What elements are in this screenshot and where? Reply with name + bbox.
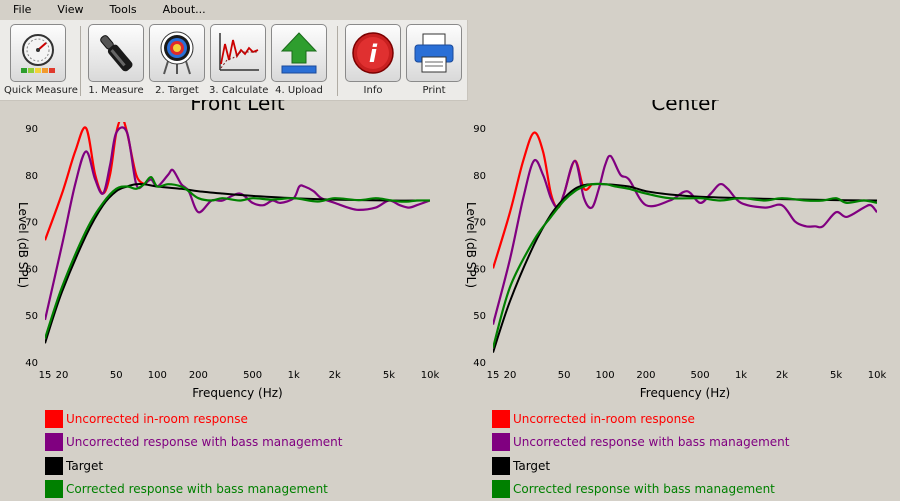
x-tick-label: 1k [735, 370, 747, 381]
menu-bar: File View Tools About... [0, 0, 900, 20]
y-tick-label: 50 [473, 311, 486, 322]
calculate-button[interactable]: 3. Calculate [209, 24, 267, 100]
info-label: Info [344, 85, 402, 96]
y-axis-label: Level (dB SPL) [464, 202, 478, 288]
menu-view[interactable]: View [44, 0, 96, 20]
legend-label: Target [513, 459, 550, 473]
legend-label: Target [66, 459, 103, 473]
legend-swatch [45, 457, 63, 475]
info-button[interactable]: i Info [344, 24, 402, 100]
legend-entry: Target [492, 454, 790, 478]
x-tick-label: 10k [421, 370, 440, 381]
x-tick-label: 1k [288, 370, 300, 381]
menu-file[interactable]: File [0, 0, 44, 20]
y-tick-label: 80 [473, 171, 486, 182]
legend-swatch [45, 410, 63, 428]
target-label: 2. Target [148, 85, 206, 96]
menu-about[interactable]: About... [150, 0, 219, 20]
x-tick-label: 5k [830, 370, 842, 381]
x-tick-label: 100 [148, 370, 167, 381]
legend-entry: Corrected response with bass management [45, 478, 343, 501]
x-tick-label: 200 [636, 370, 655, 381]
legend-swatch [492, 457, 510, 475]
x-tick-label: 100 [595, 370, 614, 381]
front-left-legend: Uncorrected in-room response Uncorrected … [45, 407, 343, 501]
legend-swatch [492, 410, 510, 428]
legend-label: Corrected response with bass management [513, 482, 775, 496]
target-icon [149, 24, 205, 82]
x-tick-label: 20 [504, 370, 517, 381]
svg-text:i: i [369, 40, 378, 68]
target-line [493, 184, 877, 353]
x-tick-label: 500 [691, 370, 710, 381]
y-tick-label: 40 [25, 358, 38, 369]
info-icon: i [345, 24, 401, 82]
legend-swatch [492, 433, 510, 451]
quick-measure-button[interactable]: Quick Measure [4, 24, 72, 100]
measure-label: 1. Measure [87, 85, 145, 96]
gauge-icon [10, 24, 66, 82]
printer-icon [406, 24, 462, 82]
toolbar-separator [80, 26, 81, 96]
x-tick-label: 10k [868, 370, 887, 381]
legend-label: Uncorrected in-room response [66, 412, 248, 426]
y-tick-label: 90 [473, 124, 486, 135]
measure-button[interactable]: 1. Measure [87, 24, 145, 100]
x-tick-label: 20 [56, 370, 69, 381]
x-tick-label: 15 [39, 370, 52, 381]
chart-title: Center [651, 100, 719, 115]
x-tick-label: 50 [558, 370, 571, 381]
quick-measure-label: Quick Measure [4, 85, 72, 96]
uncorrected-line [493, 133, 592, 269]
corrected-line [493, 184, 877, 348]
legend-entry: Uncorrected response with bass managemen… [45, 431, 343, 455]
legend-entry: Target [45, 454, 343, 478]
print-button[interactable]: Print [405, 24, 463, 100]
calculate-label: 3. Calculate [209, 85, 267, 96]
corrected-line [45, 177, 430, 339]
print-label: Print [405, 85, 463, 96]
legend-label: Corrected response with bass management [66, 482, 328, 496]
x-tick-label: 50 [110, 370, 123, 381]
x-tick-label: 2k [776, 370, 788, 381]
legend-entry: Corrected response with bass management [492, 478, 790, 501]
y-tick-label: 80 [25, 171, 38, 182]
legend-swatch [45, 433, 63, 451]
center-legend: Uncorrected in-room response Uncorrected … [492, 407, 790, 501]
chart-title: Front Left [190, 100, 285, 115]
y-tick-label: 40 [473, 358, 486, 369]
upload-label: 4. Upload [270, 85, 328, 96]
legend-entry: Uncorrected response with bass managemen… [492, 431, 790, 455]
y-axis-label: Level (dB SPL) [16, 202, 30, 288]
x-tick-label: 15 [487, 370, 500, 381]
legend-swatch [45, 480, 63, 498]
x-axis-label: Frequency (Hz) [640, 386, 731, 400]
x-tick-label: 5k [383, 370, 395, 381]
x-tick-label: 2k [329, 370, 341, 381]
x-axis-label: Frequency (Hz) [192, 386, 283, 400]
legend-swatch [492, 480, 510, 498]
x-tick-label: 200 [189, 370, 208, 381]
upload-arrow-icon [271, 24, 327, 82]
legend-label: Uncorrected response with bass managemen… [66, 435, 343, 449]
toolbar-separator [337, 26, 338, 96]
bass-managed-line [45, 127, 430, 320]
chart-calc-icon [210, 24, 266, 82]
y-tick-label: 50 [25, 311, 38, 322]
legend-label: Uncorrected in-room response [513, 412, 695, 426]
menu-tools[interactable]: Tools [97, 0, 150, 20]
legend-label: Uncorrected response with bass managemen… [513, 435, 790, 449]
legend-entry: Uncorrected in-room response [45, 407, 343, 431]
y-tick-label: 90 [25, 124, 38, 135]
bass-managed-line [493, 156, 877, 325]
microphone-icon [88, 24, 144, 82]
toolbar: Quick Measure 1. Measure [0, 20, 468, 101]
x-tick-label: 500 [243, 370, 262, 381]
upload-button[interactable]: 4. Upload [270, 24, 328, 100]
target-button[interactable]: 2. Target [148, 24, 206, 100]
legend-entry: Uncorrected in-room response [492, 407, 790, 431]
